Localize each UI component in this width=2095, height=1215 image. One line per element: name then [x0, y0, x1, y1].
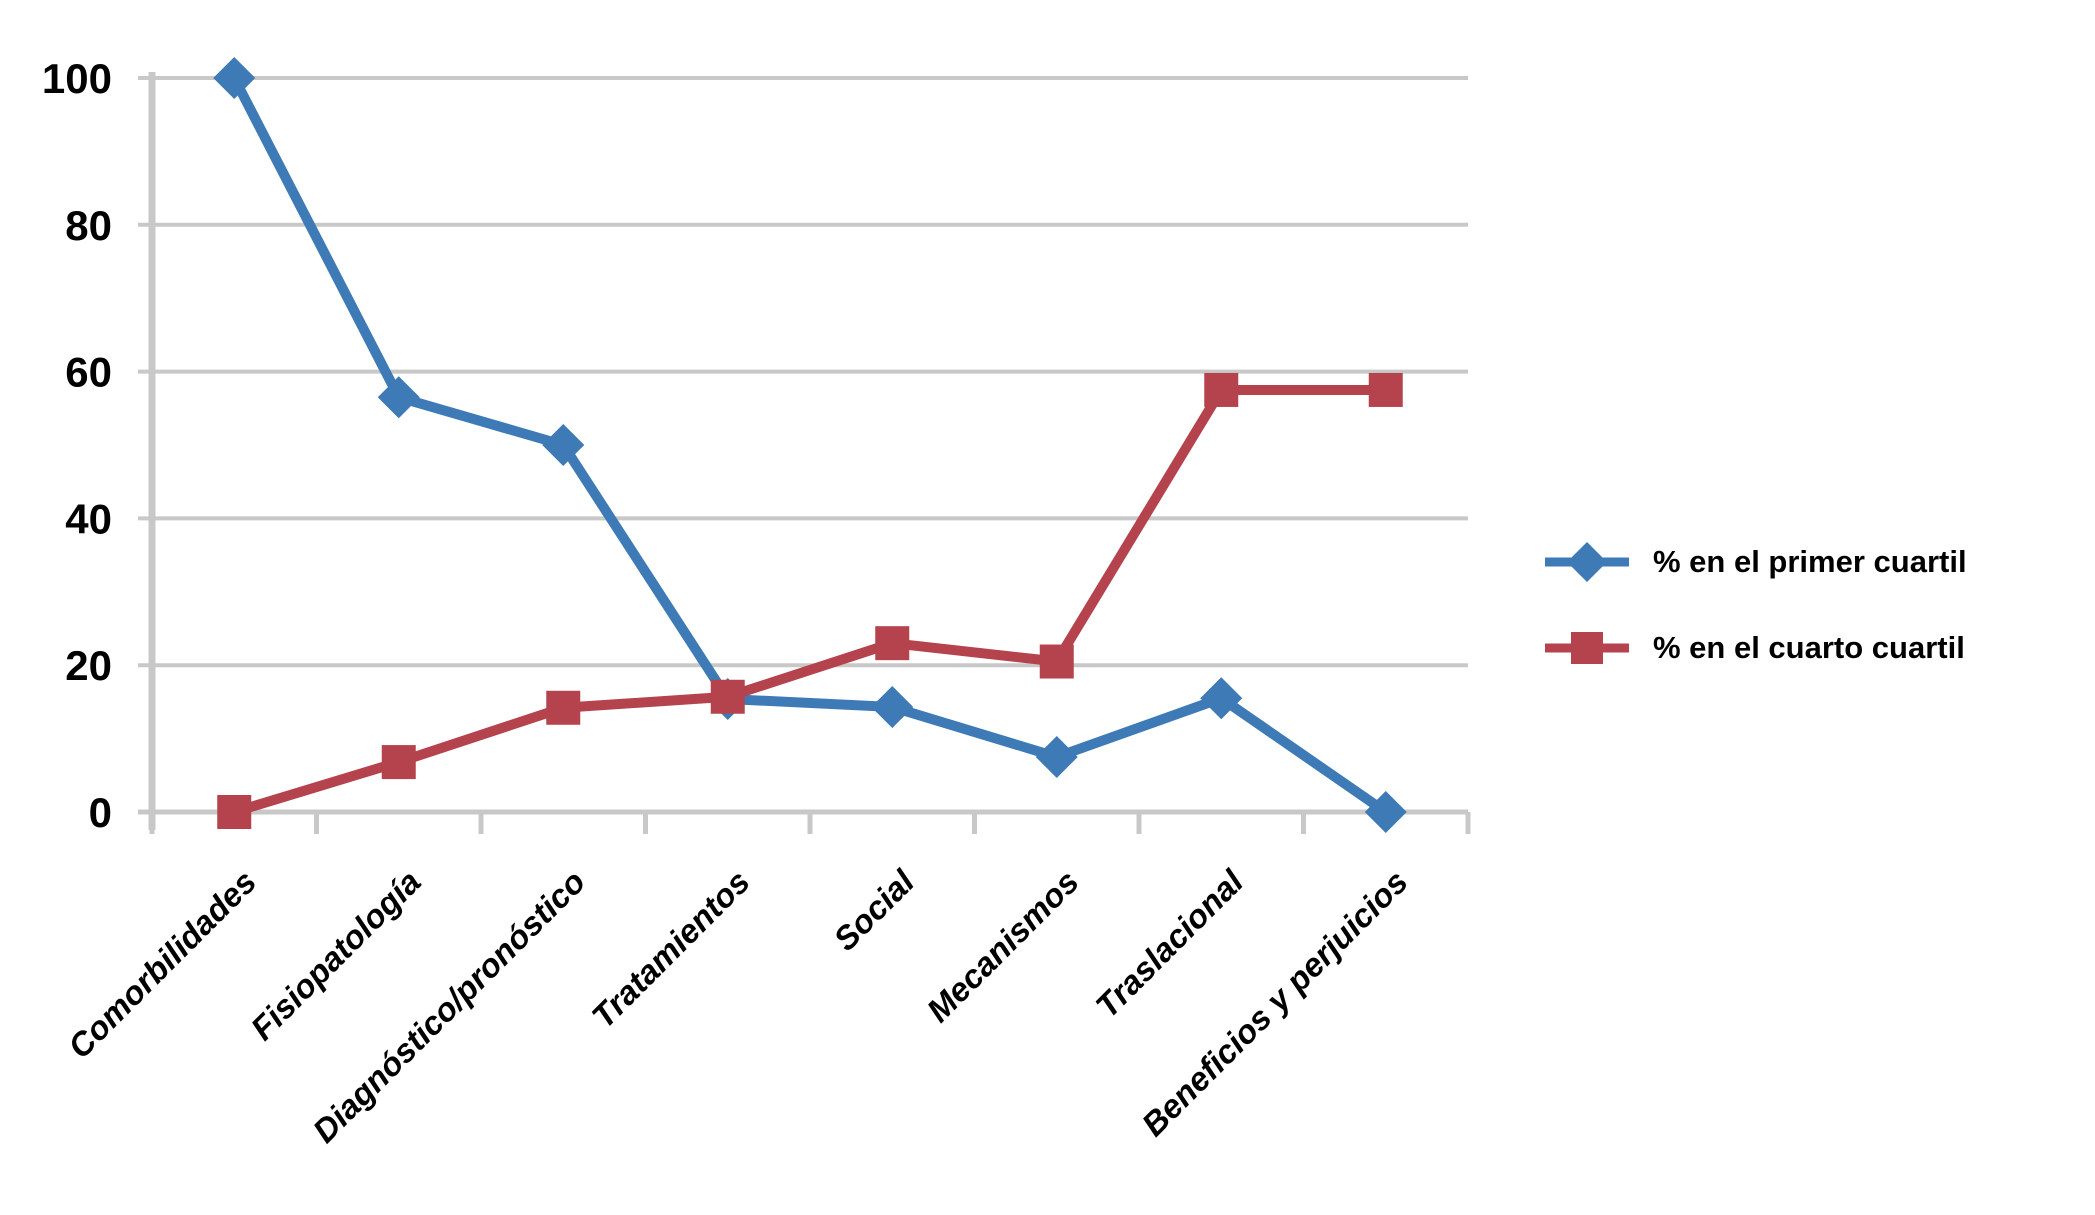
- x-axis-ticks: [149, 812, 1471, 834]
- data-point-marker: [1364, 791, 1407, 833]
- y-axis-label: 80: [65, 202, 112, 249]
- legend-diamond: [1567, 542, 1607, 582]
- data-point-marker: [546, 690, 581, 725]
- data-point-marker: [875, 626, 910, 661]
- x-axis-labels: ComorbilidadesFisiopatologíaDiagnóstico/…: [61, 862, 1415, 1149]
- data-point-marker: [1035, 735, 1078, 778]
- data-point-marker: [710, 679, 745, 714]
- x-axis-label: Fisiopatología: [243, 863, 427, 1047]
- x-axis-label: Diagnóstico/pronóstico: [305, 863, 592, 1150]
- y-axis-label: 100: [42, 55, 112, 102]
- y-axis-label: 60: [65, 349, 112, 396]
- data-point-marker: [217, 795, 252, 829]
- legend: % en el primer cuartil % en el cuarto cu…: [1545, 0, 2085, 1215]
- x-axis-label: Traslacional: [1088, 862, 1251, 1025]
- y-axis-label: 40: [65, 495, 112, 542]
- data-point-marker: [1368, 372, 1403, 407]
- data-point-marker: [1039, 644, 1074, 679]
- x-axis-label: Tratamientos: [584, 863, 756, 1035]
- data-point-marker: [1200, 677, 1243, 720]
- series-cuarto-cuartil: [217, 372, 1403, 829]
- legend-marker-diamond-icon: [1545, 542, 1629, 582]
- legend-marker-square-icon: [1545, 632, 1629, 664]
- y-axis-labels: 0 20 40 60 80 100: [42, 55, 112, 836]
- legend-square: [1571, 632, 1603, 664]
- x-axis-label: Social: [826, 862, 921, 957]
- data-point-marker: [381, 745, 416, 780]
- legend-label-cuarto-cuartil: % en el cuarto cuartil: [1653, 630, 1965, 665]
- series-line: [229, 384, 1391, 817]
- data-point-marker: [871, 686, 914, 729]
- series-primer-cuartil: [213, 57, 1407, 833]
- legend-label-primer-cuartil: % en el primer cuartil: [1653, 544, 1967, 579]
- data-point-marker: [1204, 372, 1239, 407]
- x-axis-label: Mecanismos: [919, 863, 1085, 1029]
- x-axis-label: Comorbilidades: [61, 863, 263, 1065]
- series-line: [229, 73, 1391, 817]
- y-axis-label: 0: [89, 789, 112, 836]
- gridlines: [138, 76, 1468, 815]
- data-point-marker: [377, 376, 420, 419]
- legend-item-cuarto-cuartil: % en el cuarto cuartil: [1545, 624, 1965, 672]
- data-point-marker: [542, 424, 585, 466]
- legend-item-primer-cuartil: % en el primer cuartil: [1545, 538, 1967, 586]
- data-point-marker: [213, 57, 256, 99]
- y-axis-label: 20: [65, 642, 112, 689]
- x-axis-label: Beneficios y perjuicios: [1134, 863, 1414, 1143]
